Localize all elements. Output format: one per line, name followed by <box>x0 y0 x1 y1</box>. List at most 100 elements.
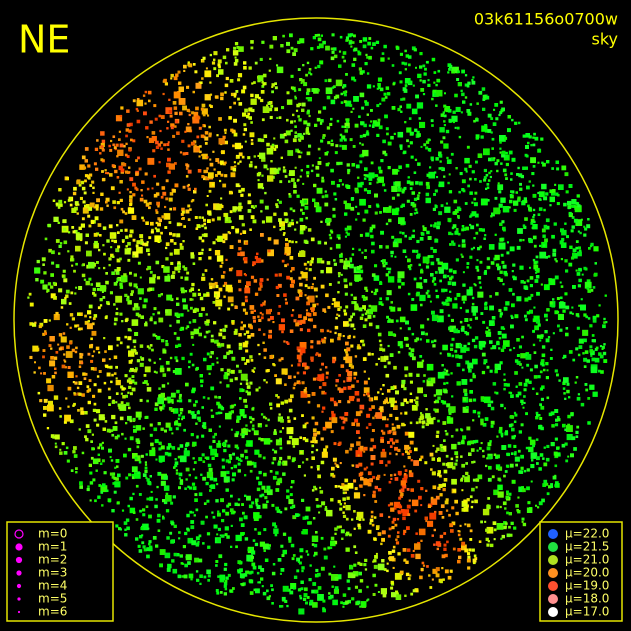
star <box>415 181 419 185</box>
star <box>75 346 78 350</box>
star <box>477 247 481 251</box>
star <box>435 541 441 546</box>
star <box>279 221 282 225</box>
star <box>572 285 576 289</box>
star <box>546 308 550 312</box>
star <box>122 210 125 214</box>
star <box>258 171 262 175</box>
star <box>279 228 282 231</box>
star <box>591 334 595 337</box>
star <box>294 166 297 169</box>
star <box>317 353 322 357</box>
star <box>191 414 197 419</box>
star <box>147 265 152 270</box>
star <box>510 172 513 175</box>
star <box>151 131 156 135</box>
star <box>66 459 70 463</box>
star <box>58 407 62 410</box>
star <box>525 154 529 158</box>
star <box>356 266 361 270</box>
star <box>225 216 229 219</box>
star <box>418 420 422 424</box>
star <box>246 115 250 119</box>
star <box>506 511 509 515</box>
star <box>186 164 190 168</box>
star <box>102 226 107 230</box>
star <box>321 362 324 366</box>
star <box>457 548 461 552</box>
star <box>388 270 391 274</box>
star <box>76 180 81 185</box>
star <box>379 513 384 517</box>
star <box>501 153 505 158</box>
star <box>390 403 395 408</box>
star <box>439 127 445 133</box>
star <box>387 504 391 507</box>
star <box>123 453 127 458</box>
star <box>470 440 474 445</box>
star <box>192 117 195 120</box>
star <box>499 270 503 274</box>
star <box>129 177 134 182</box>
star <box>220 471 227 477</box>
star <box>101 178 106 182</box>
star <box>331 410 334 414</box>
star <box>543 368 546 372</box>
star <box>124 374 128 378</box>
star <box>234 377 238 381</box>
star <box>467 342 471 345</box>
star <box>468 440 471 444</box>
star <box>260 90 265 94</box>
star <box>363 177 367 180</box>
star <box>527 501 531 505</box>
star <box>128 350 135 357</box>
star <box>364 167 368 171</box>
star <box>388 218 392 223</box>
star <box>533 213 536 217</box>
star <box>411 191 415 195</box>
star <box>316 377 320 381</box>
star <box>109 472 114 476</box>
star <box>325 376 329 379</box>
star <box>531 172 535 176</box>
star <box>320 437 324 441</box>
star <box>381 559 385 563</box>
star <box>431 457 436 461</box>
star <box>403 387 407 391</box>
star <box>217 161 220 164</box>
star <box>377 118 381 122</box>
star <box>385 245 389 249</box>
star <box>503 378 506 382</box>
star <box>184 531 188 536</box>
star <box>392 441 395 445</box>
star <box>86 390 90 393</box>
star <box>442 487 446 492</box>
star <box>545 362 549 366</box>
star <box>500 197 506 203</box>
star <box>503 306 508 311</box>
star <box>91 322 95 326</box>
star <box>492 521 497 525</box>
star <box>239 397 242 400</box>
star <box>289 435 293 440</box>
star <box>452 121 455 124</box>
star <box>339 416 342 419</box>
star <box>416 373 420 377</box>
star <box>308 268 312 272</box>
star <box>415 400 419 404</box>
star <box>271 503 275 507</box>
star <box>312 436 317 441</box>
star <box>218 65 221 69</box>
star <box>535 319 541 324</box>
star <box>397 531 400 534</box>
star <box>164 451 169 456</box>
star <box>478 90 483 95</box>
star <box>52 199 56 202</box>
star <box>120 401 124 404</box>
star <box>325 87 333 95</box>
star <box>245 424 248 427</box>
star <box>395 416 399 421</box>
star <box>342 511 345 514</box>
star <box>103 252 106 256</box>
star <box>526 507 533 513</box>
